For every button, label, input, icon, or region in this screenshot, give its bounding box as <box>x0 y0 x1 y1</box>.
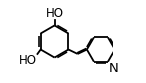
Text: HO: HO <box>19 54 37 67</box>
Text: N: N <box>108 62 118 75</box>
Text: HO: HO <box>46 7 64 20</box>
